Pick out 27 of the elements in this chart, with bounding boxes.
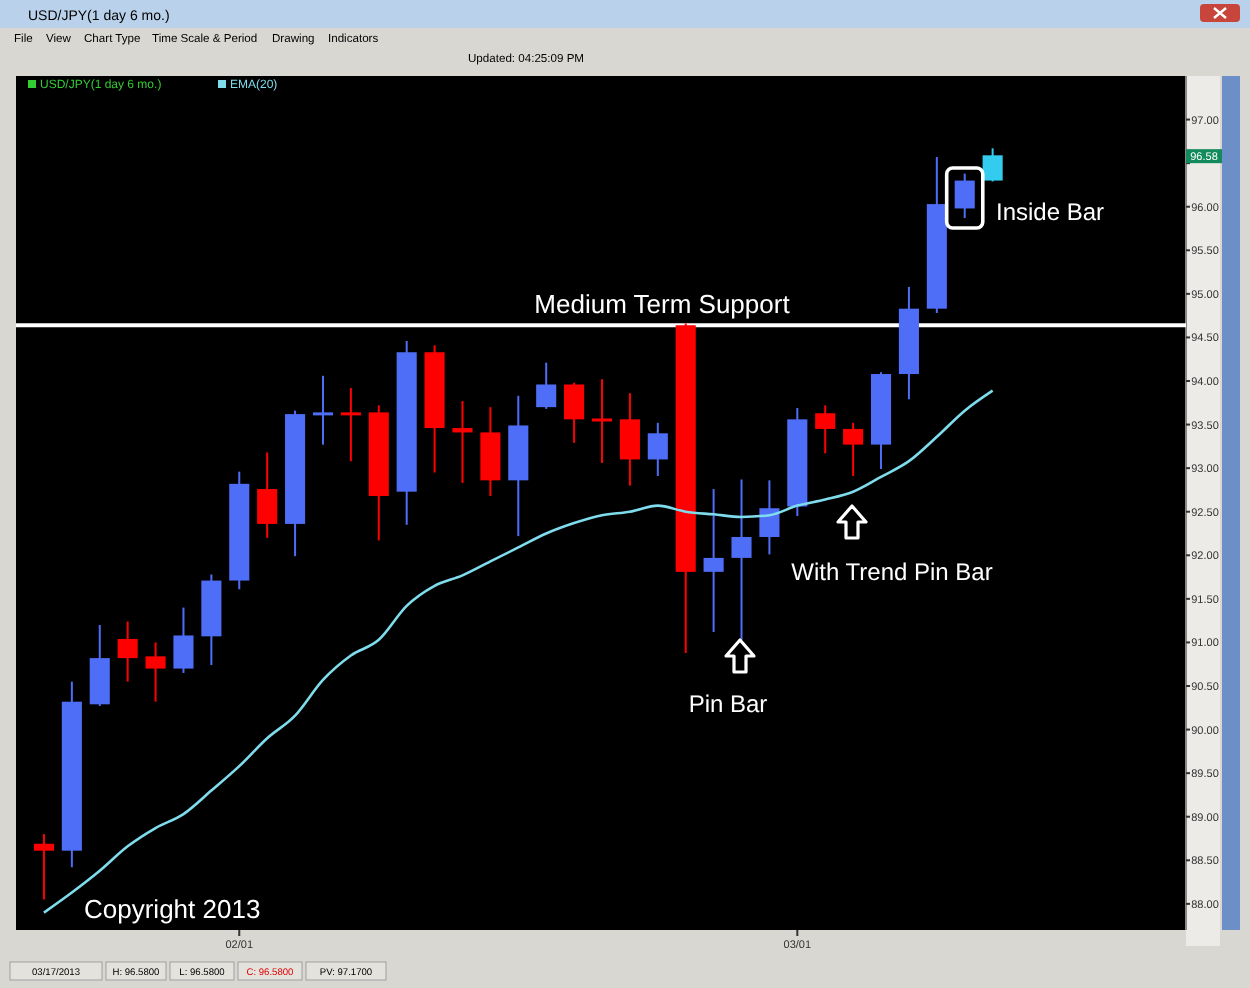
candlestick — [647, 421, 668, 477]
candlestick — [536, 361, 557, 410]
candlestick — [340, 386, 361, 463]
annotation: Inside Bar — [996, 198, 1105, 226]
candlestick — [480, 406, 501, 498]
candlestick — [591, 378, 613, 464]
candlestick — [145, 641, 166, 703]
candlestick — [843, 421, 864, 477]
candlestick — [619, 392, 640, 487]
candlestick — [731, 478, 752, 641]
candlestick — [117, 620, 138, 683]
annotation: Copyright 2013 — [84, 894, 261, 924]
candlestick — [452, 400, 473, 484]
candlestick — [703, 488, 724, 633]
candlestick — [815, 404, 836, 455]
candlestick — [89, 624, 110, 708]
ref-line-label: Medium Term Support — [534, 289, 791, 320]
candlestick — [954, 172, 975, 220]
candlestick — [257, 451, 278, 539]
annotation: Pin Bar — [688, 690, 768, 718]
candlestick — [312, 374, 334, 446]
candlestick — [173, 606, 194, 674]
candlestick — [33, 833, 54, 901]
candlestick — [564, 381, 585, 444]
candlestick — [759, 479, 780, 556]
annotation: With Trend Pin Bar — [791, 558, 993, 586]
candlestick — [982, 147, 1003, 183]
